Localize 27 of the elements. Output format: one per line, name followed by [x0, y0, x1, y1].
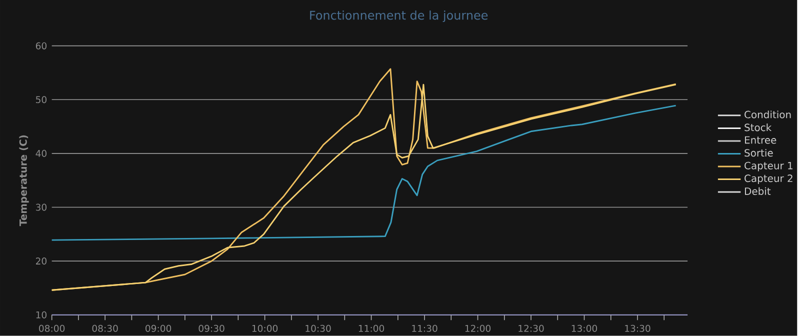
y-tick-label: 50 [36, 96, 47, 103]
x-tick-label: 11:30 [412, 324, 438, 332]
x-tick-label: 12:00 [465, 324, 491, 332]
x-tick-label: 11:00 [358, 324, 384, 332]
legend-label: Sortie [744, 148, 773, 156]
x-tick-label: 08:00 [39, 324, 65, 332]
y-tick-label: 40 [36, 150, 47, 157]
legend-label: Capteur 1 [744, 162, 792, 172]
x-tick-label: 13:00 [572, 324, 598, 332]
y-tick-label: 30 [36, 204, 47, 211]
x-tick-label: 10:00 [252, 324, 278, 332]
x-tick-label: 13:30 [625, 324, 650, 332]
x-tick-label: 10:30 [306, 324, 331, 332]
y-tick-label: 60 [36, 42, 47, 50]
x-tick-label: 09:00 [146, 324, 172, 332]
y-tick-label: 20 [36, 257, 47, 264]
chart-title: Fonctionnement de la journee [310, 10, 488, 22]
x-tick-label: 08:30 [92, 324, 118, 332]
legend-label: Debit [745, 187, 771, 195]
y-axis-title: Temperature (C) [19, 135, 29, 226]
y-tick-label: 10 [36, 311, 47, 318]
x-tick-label: 09:30 [198, 324, 224, 332]
legend-label: Stock [744, 123, 772, 132]
legend-label: Condition [744, 110, 791, 118]
legend-label: Entree [745, 136, 776, 144]
x-tick-label: 12:30 [518, 324, 544, 332]
legend-label: Capteur 2 [744, 174, 792, 184]
